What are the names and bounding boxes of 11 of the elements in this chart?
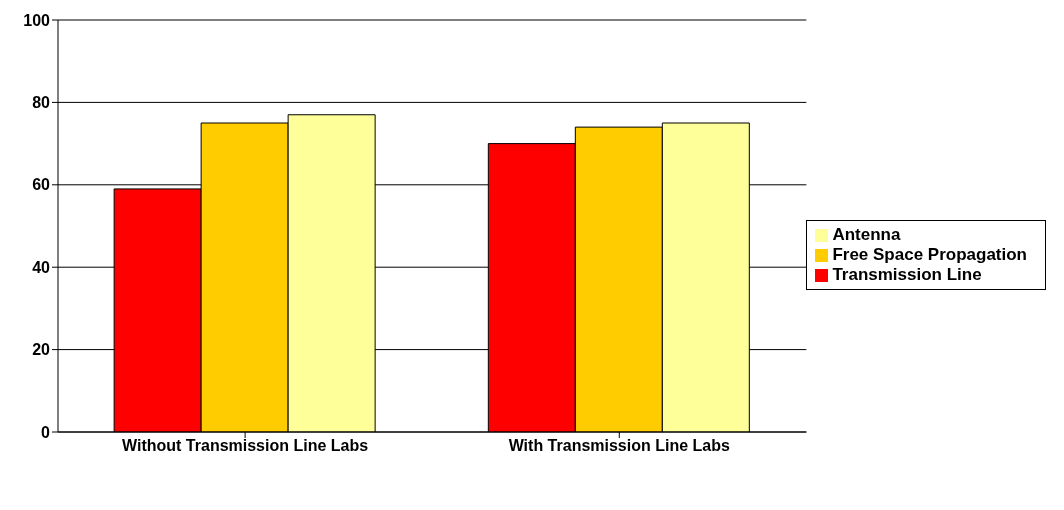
y-tick-label: 100 <box>23 11 51 29</box>
y-tick-label: 80 <box>32 94 51 112</box>
x-tick-label: With Transmission Line Labs <box>508 437 730 455</box>
x-tick-label: Without Transmission Line Labs <box>122 437 369 455</box>
y-tick-label: 60 <box>32 176 51 194</box>
y-tick-label: 20 <box>32 341 51 359</box>
y-tick-label: 0 <box>41 423 51 441</box>
y-tick-label: 40 <box>32 258 51 276</box>
legend-label: Free Space Propagation <box>832 245 1027 264</box>
legend-label: Antenna <box>832 225 901 244</box>
legend-label: Transmission Line <box>832 265 982 284</box>
